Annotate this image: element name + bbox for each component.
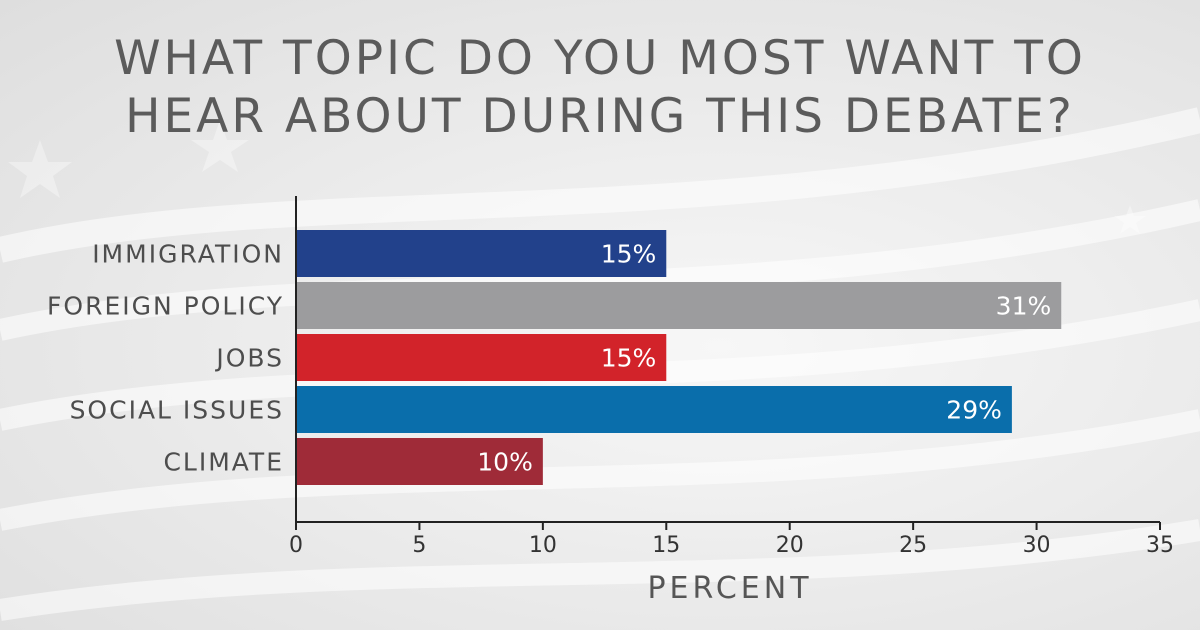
x-tick-label: 20 — [776, 533, 804, 558]
bar — [296, 282, 1062, 329]
bar-value-label: 31% — [996, 292, 1052, 321]
category-label: JOBS — [214, 344, 284, 373]
x-tick-label: 15 — [652, 533, 680, 558]
bar — [296, 438, 543, 485]
chart-title-line-1: WHAT TOPIC DO YOU MOST WANT TO — [114, 31, 1086, 86]
bar — [296, 334, 667, 381]
x-tick-label: 10 — [529, 533, 557, 558]
category-label: FOREIGN POLICY — [47, 292, 284, 321]
chart-title-line-2: HEAR ABOUT DURING THIS DEBATE? — [125, 89, 1075, 144]
bar-value-label: 10% — [477, 448, 533, 477]
category-label: IMMIGRATION — [92, 240, 284, 269]
bar-value-label: 15% — [601, 240, 657, 269]
chart-title: WHAT TOPIC DO YOU MOST WANT TO HEAR ABOU… — [0, 30, 1200, 146]
category-label: SOCIAL ISSUES — [70, 396, 284, 425]
bar-value-label: 15% — [601, 344, 657, 373]
category-label: CLIMATE — [163, 448, 284, 477]
x-tick-label: 5 — [412, 533, 426, 558]
bar — [296, 230, 667, 277]
x-tick-label: 35 — [1146, 533, 1174, 558]
x-tick-label: 0 — [289, 533, 303, 558]
bar-value-label: 29% — [946, 396, 1002, 425]
x-tick-label: 30 — [1023, 533, 1051, 558]
x-tick-label: 25 — [899, 533, 927, 558]
bar — [296, 386, 1012, 433]
x-axis-label: PERCENT — [647, 571, 812, 606]
